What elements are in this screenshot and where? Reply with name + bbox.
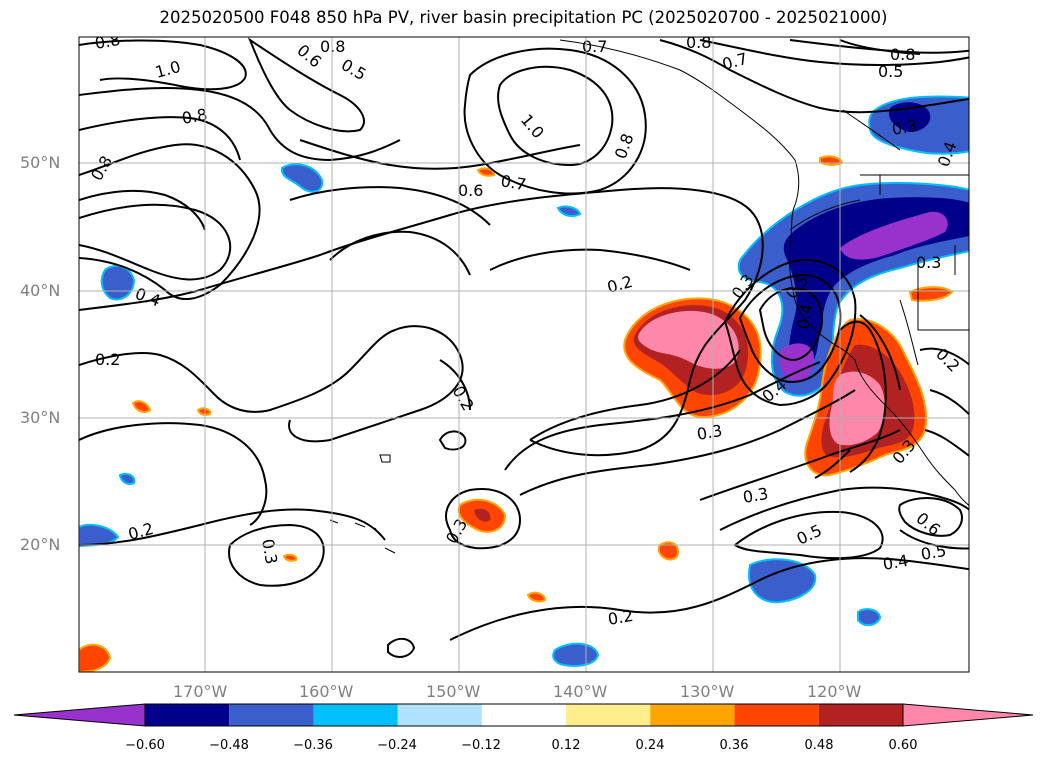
precip-small-10 [819, 155, 844, 166]
colorbar [13, 703, 1034, 727]
lon-label: 120°W [807, 682, 862, 701]
precip-small-15 [476, 167, 496, 177]
contour-label: 0.4 [793, 302, 816, 330]
precip-negative-coastal-core [779, 343, 815, 383]
colorbar-swatch [145, 704, 230, 726]
colorbar-swatch [313, 704, 398, 726]
precip-small-1-core [474, 508, 491, 522]
colorbar-tick-label: −0.24 [377, 738, 417, 753]
colorbar-swatch [818, 704, 903, 726]
colorbar-tick-label: −0.12 [461, 738, 501, 753]
lat-label: 30°N [20, 408, 61, 427]
precip-positive-offshore-core [638, 310, 739, 369]
precip-small-12 [118, 473, 136, 485]
colorbar-tick-label: 0.48 [804, 738, 834, 753]
lat-label: 50°N [20, 153, 61, 172]
colorbar-tick-label: −0.60 [125, 738, 165, 753]
colorbar-tick-label: −0.48 [209, 738, 249, 753]
lon-label: 130°W [680, 682, 735, 701]
colorbar-extend-max [902, 703, 1034, 727]
contour-label: 0.6 [458, 181, 483, 200]
contour-label: 0.3 [890, 116, 918, 139]
precip-small-17 [282, 553, 298, 562]
precip-negative-south-outer [748, 558, 817, 604]
contour-label: 0.4 [881, 551, 909, 574]
figure-title: 2025020500 F048 850 hPa PV, river basin … [159, 8, 888, 27]
colorbar-swatch [229, 704, 314, 726]
coastlines [329, 39, 969, 554]
contour-label: 0.2 [95, 350, 120, 369]
precip-small-3 [100, 264, 136, 301]
lat-label: 40°N [20, 281, 61, 300]
colorbar-swatch [650, 704, 735, 726]
colorbar-tick-label: 0.60 [888, 738, 918, 753]
contour-label: 0.8 [320, 37, 345, 56]
precip-small-14 [556, 205, 582, 217]
contour-label: 0.7 [499, 171, 527, 194]
precip-negative-interior-core [840, 211, 948, 260]
colorbar-tick-label: 0.24 [635, 738, 665, 753]
precip-small-7 [657, 541, 680, 561]
lon-label: 170°W [173, 682, 228, 701]
precip-small-13 [526, 591, 547, 603]
contour-label: 0.7 [582, 37, 607, 56]
colorbar-swatch [734, 704, 819, 726]
precip-small-16 [196, 407, 212, 416]
lat-label: 20°N [20, 535, 61, 554]
precip-small-6 [552, 642, 600, 667]
contour-label: 0.8 [180, 105, 208, 128]
precip-small-2 [280, 163, 324, 193]
colorbar-swatch [566, 704, 651, 726]
colorbar-tick-label: 0.36 [719, 738, 749, 753]
gridlines [79, 37, 969, 672]
map-frame [78, 36, 970, 673]
contour-label: 0.3 [916, 253, 941, 272]
colorbar-swatch [397, 704, 482, 726]
contour-label: 0.8 [686, 33, 711, 52]
precip-small-11 [131, 400, 152, 413]
colorbar-tick-label: 0.12 [551, 738, 581, 753]
contour-label: 0.5 [878, 62, 903, 81]
colorbar-extend-min [13, 703, 146, 727]
lon-label: 140°W [553, 682, 608, 701]
colorbar-swatch [481, 704, 567, 726]
contour-label: 0.2 [606, 606, 634, 629]
contour-label: 0.8 [93, 30, 121, 53]
contour-label: 0.3 [258, 537, 281, 565]
contour-label: 0.3 [695, 421, 723, 444]
lon-label: 150°W [426, 682, 481, 701]
contour-label: 0.3 [741, 484, 769, 507]
lon-label: 160°W [299, 682, 354, 701]
colorbar-tick-label: −0.36 [293, 738, 333, 753]
contour-label: 0.5 [919, 541, 947, 564]
precip-small-8 [857, 608, 882, 626]
pv-contours [79, 37, 969, 658]
contour-label: 0.8 [890, 45, 915, 64]
